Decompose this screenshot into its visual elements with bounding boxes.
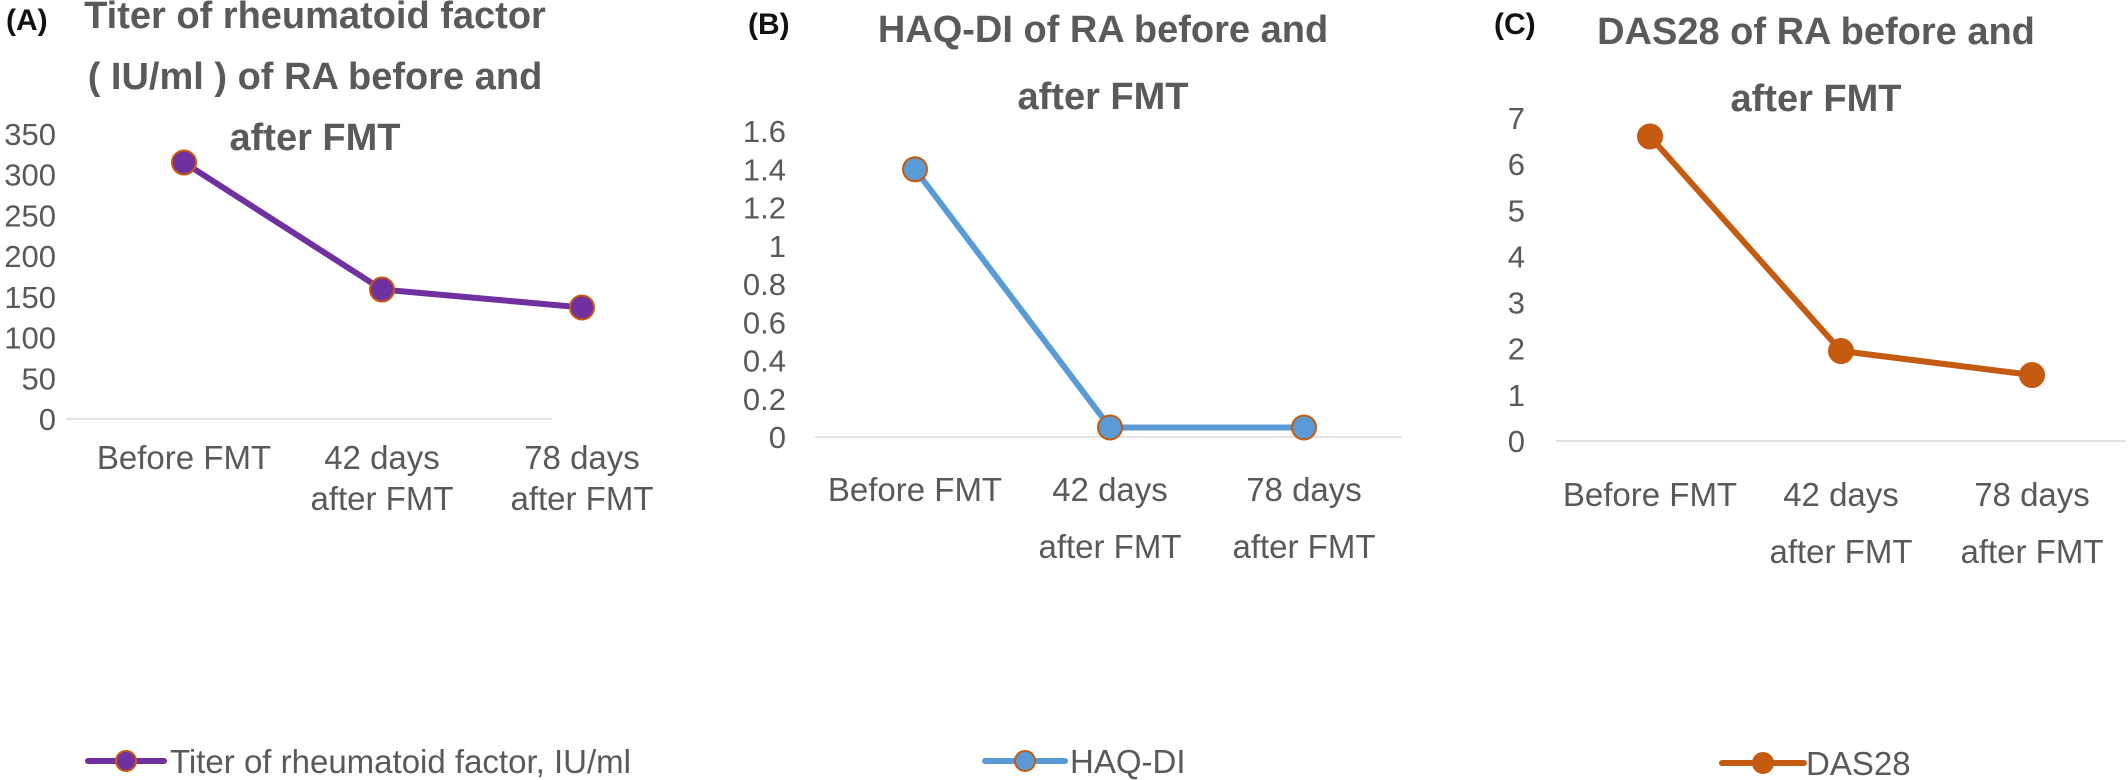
y-tick-label: 0.8	[743, 267, 786, 302]
x-category-label: after FMT	[1232, 528, 1375, 565]
x-category-label: Before FMT	[1563, 476, 1737, 513]
y-tick-label: 7	[1508, 101, 1525, 136]
y-tick-label: 1.2	[743, 191, 786, 226]
x-category-label: after FMT	[1769, 533, 1912, 570]
y-tick-label: 0	[39, 402, 56, 437]
chart-title-line: HAQ-DI of RA before and	[878, 9, 1328, 51]
x-category-label: after FMT	[1960, 533, 2103, 570]
chart-title-line: after FMT	[1731, 78, 1902, 120]
y-tick-label: 1.6	[743, 114, 786, 149]
y-tick-label: 0.4	[743, 344, 786, 379]
chart-title-line: Titer of rheumatoid factor	[84, 0, 546, 37]
data-point	[1828, 338, 1854, 365]
y-tick-label: 3	[1508, 286, 1525, 321]
chart-panel-1: (A) Titer of rheumatoid factor ( IU/ml ) o…	[4, 0, 653, 780]
y-tick-label: 1	[1508, 378, 1525, 413]
y-tick-label: 50	[22, 361, 56, 396]
chart-title-line: ( IU/ml ) of RA before and	[88, 56, 543, 98]
chart-title-line: DAS28 of RA before and	[1597, 11, 2035, 53]
data-point	[1097, 414, 1123, 441]
x-category-label: 42 days	[1783, 476, 1899, 513]
y-tick-label: 6	[1508, 147, 1525, 182]
data-point	[1291, 414, 1317, 441]
y-tick-label: 0	[769, 420, 786, 455]
y-tick-label: 0.2	[743, 382, 786, 417]
y-tick-label: 0	[1508, 424, 1525, 459]
data-point	[1637, 123, 1663, 150]
y-tick-label: 0.6	[743, 305, 786, 340]
legend-marker	[115, 750, 137, 772]
x-category-label: 42 days	[324, 439, 440, 476]
legend-label: Titer of rheumatoid factor, IU/ml	[170, 743, 631, 780]
legend-marker	[1752, 752, 1774, 774]
panel-letter: (B)	[748, 8, 790, 41]
x-category-label: after FMT	[1038, 528, 1181, 565]
y-tick-label: 300	[4, 158, 56, 193]
y-tick-label: 2	[1508, 332, 1525, 367]
series-line	[912, 166, 1307, 431]
data-point	[569, 294, 595, 321]
y-tick-label: 200	[4, 239, 56, 274]
x-category-label: after FMT	[510, 480, 653, 517]
legend-marker	[1014, 750, 1036, 772]
x-category-label: Before FMT	[828, 471, 1002, 508]
y-tick-label: 150	[4, 280, 56, 315]
y-tick-label: 5	[1508, 193, 1525, 228]
y-tick-label: 100	[4, 321, 56, 356]
y-tick-label: 4	[1508, 239, 1525, 274]
y-tick-label: 350	[4, 117, 56, 152]
panel-letter: (A)	[6, 4, 48, 37]
x-category-label: 78 days	[1974, 476, 2090, 513]
panel-letter: (C)	[1494, 8, 1536, 41]
chart-title-line: after FMT	[1018, 76, 1189, 118]
y-tick-label: 250	[4, 198, 56, 233]
x-category-label: after FMT	[310, 480, 453, 517]
data-point	[2019, 362, 2045, 389]
data-point	[171, 149, 197, 176]
x-category-label: Before FMT	[97, 439, 271, 476]
legend-label: DAS28	[1806, 745, 1911, 780]
x-category-label: 78 days	[1246, 471, 1362, 508]
chart-title-line: after FMT	[230, 117, 401, 159]
x-category-label: 78 days	[524, 439, 640, 476]
legend-label: HAQ-DI	[1070, 743, 1186, 780]
y-tick-label: 1.4	[743, 152, 786, 187]
data-point	[902, 156, 928, 183]
chart-panel-3: (C) DAS28 of RA before and after FMT 0 1 2 3 4 5…	[1494, 8, 2126, 780]
x-category-label: 42 days	[1052, 471, 1168, 508]
data-point	[369, 276, 395, 303]
y-tick-label: 1	[769, 229, 786, 264]
